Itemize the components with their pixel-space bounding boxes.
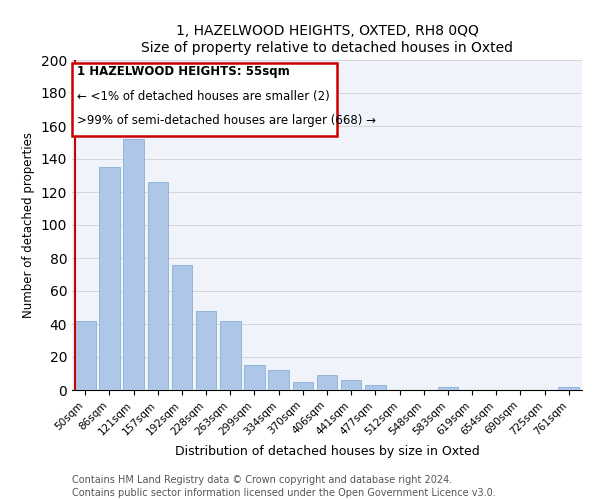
Bar	[220, 320, 241, 390]
Bar	[172, 264, 192, 390]
FancyBboxPatch shape	[72, 64, 337, 136]
Bar	[148, 182, 168, 390]
Bar	[75, 320, 95, 390]
Y-axis label: Number of detached properties: Number of detached properties	[22, 132, 35, 318]
Bar	[196, 311, 217, 390]
Bar	[99, 167, 120, 390]
Bar	[244, 365, 265, 390]
Text: Contains HM Land Registry data © Crown copyright and database right 2024.: Contains HM Land Registry data © Crown c…	[72, 475, 452, 485]
X-axis label: Distribution of detached houses by size in Oxted: Distribution of detached houses by size …	[175, 445, 479, 458]
Bar	[365, 385, 386, 390]
Bar	[124, 139, 144, 390]
Bar	[293, 382, 313, 390]
Text: >99% of semi-detached houses are larger (668) →: >99% of semi-detached houses are larger …	[77, 114, 376, 128]
Bar	[268, 370, 289, 390]
Bar	[341, 380, 361, 390]
Bar	[559, 386, 579, 390]
Text: 1 HAZELWOOD HEIGHTS: 55sqm: 1 HAZELWOOD HEIGHTS: 55sqm	[77, 65, 290, 78]
Text: Contains public sector information licensed under the Open Government Licence v3: Contains public sector information licen…	[72, 488, 496, 498]
Bar	[317, 375, 337, 390]
Bar	[437, 386, 458, 390]
Title: 1, HAZELWOOD HEIGHTS, OXTED, RH8 0QQ
Size of property relative to detached house: 1, HAZELWOOD HEIGHTS, OXTED, RH8 0QQ Siz…	[141, 24, 513, 54]
Text: ← <1% of detached houses are smaller (2): ← <1% of detached houses are smaller (2)	[77, 90, 330, 102]
